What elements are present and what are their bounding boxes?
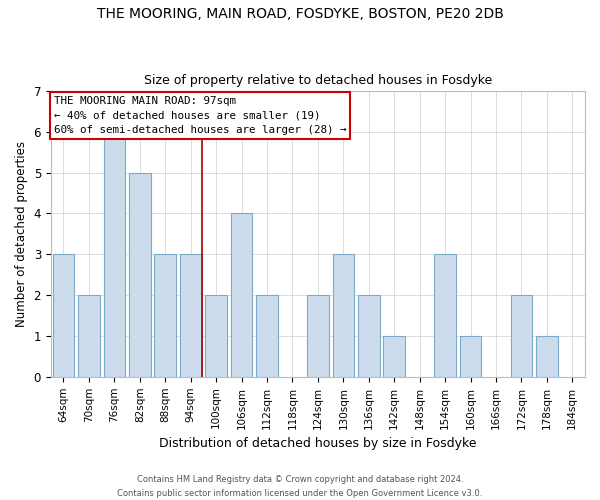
Title: Size of property relative to detached houses in Fosdyke: Size of property relative to detached ho…: [144, 74, 492, 87]
Bar: [53, 254, 74, 377]
Bar: [154, 254, 176, 377]
Bar: [104, 132, 125, 377]
Bar: [332, 254, 354, 377]
Bar: [307, 295, 329, 377]
Bar: [536, 336, 557, 377]
Text: THE MOORING MAIN ROAD: 97sqm
← 40% of detached houses are smaller (19)
60% of se: THE MOORING MAIN ROAD: 97sqm ← 40% of de…: [53, 96, 346, 136]
Text: Contains HM Land Registry data © Crown copyright and database right 2024.
Contai: Contains HM Land Registry data © Crown c…: [118, 476, 482, 498]
Bar: [511, 295, 532, 377]
Bar: [383, 336, 405, 377]
Bar: [180, 254, 202, 377]
Bar: [256, 295, 278, 377]
Bar: [78, 295, 100, 377]
Bar: [434, 254, 456, 377]
Bar: [231, 214, 253, 377]
Y-axis label: Number of detached properties: Number of detached properties: [15, 141, 28, 327]
Bar: [460, 336, 481, 377]
Bar: [129, 172, 151, 377]
Bar: [358, 295, 380, 377]
X-axis label: Distribution of detached houses by size in Fosdyke: Distribution of detached houses by size …: [159, 437, 476, 450]
Bar: [205, 295, 227, 377]
Text: THE MOORING, MAIN ROAD, FOSDYKE, BOSTON, PE20 2DB: THE MOORING, MAIN ROAD, FOSDYKE, BOSTON,…: [97, 8, 503, 22]
